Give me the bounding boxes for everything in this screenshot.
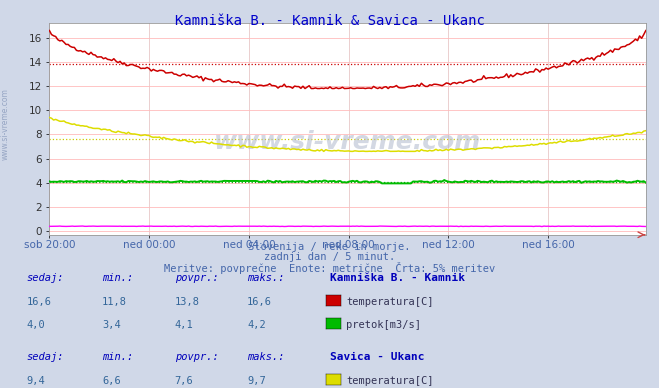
Text: maks.:: maks.: bbox=[247, 273, 285, 283]
Text: min.:: min.: bbox=[102, 352, 133, 362]
Text: pretok[m3/s]: pretok[m3/s] bbox=[346, 320, 421, 330]
Text: 16,6: 16,6 bbox=[26, 297, 51, 307]
Text: Savica - Ukanc: Savica - Ukanc bbox=[330, 352, 424, 362]
Text: 13,8: 13,8 bbox=[175, 297, 200, 307]
Text: Kamniška B. - Kamnik & Savica - Ukanc: Kamniška B. - Kamnik & Savica - Ukanc bbox=[175, 14, 484, 28]
Text: 6,6: 6,6 bbox=[102, 376, 121, 386]
Text: povpr.:: povpr.: bbox=[175, 273, 218, 283]
Text: 4,2: 4,2 bbox=[247, 320, 266, 330]
Text: Meritve: povprečne  Enote: metrične  Črta: 5% meritev: Meritve: povprečne Enote: metrične Črta:… bbox=[164, 262, 495, 274]
Text: 7,6: 7,6 bbox=[175, 376, 193, 386]
Text: temperatura[C]: temperatura[C] bbox=[346, 297, 434, 307]
Text: 11,8: 11,8 bbox=[102, 297, 127, 307]
Text: 3,4: 3,4 bbox=[102, 320, 121, 330]
Text: Slovenija / reke in morje.: Slovenija / reke in morje. bbox=[248, 242, 411, 253]
Text: 4,1: 4,1 bbox=[175, 320, 193, 330]
Text: 9,4: 9,4 bbox=[26, 376, 45, 386]
Text: povpr.:: povpr.: bbox=[175, 352, 218, 362]
Text: min.:: min.: bbox=[102, 273, 133, 283]
Text: 16,6: 16,6 bbox=[247, 297, 272, 307]
Text: 4,0: 4,0 bbox=[26, 320, 45, 330]
Text: sedaj:: sedaj: bbox=[26, 273, 64, 283]
Text: www.si-vreme.com: www.si-vreme.com bbox=[1, 88, 10, 160]
Text: zadnji dan / 5 minut.: zadnji dan / 5 minut. bbox=[264, 252, 395, 262]
Text: Kamniška B. - Kamnik: Kamniška B. - Kamnik bbox=[330, 273, 465, 283]
Text: www.si-vreme.com: www.si-vreme.com bbox=[214, 130, 481, 154]
Text: 9,7: 9,7 bbox=[247, 376, 266, 386]
Text: temperatura[C]: temperatura[C] bbox=[346, 376, 434, 386]
Text: maks.:: maks.: bbox=[247, 352, 285, 362]
Text: sedaj:: sedaj: bbox=[26, 352, 64, 362]
